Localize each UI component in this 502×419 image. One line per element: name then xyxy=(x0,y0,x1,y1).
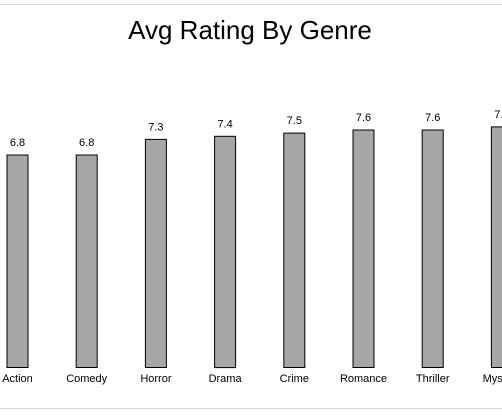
x-tick-label-romance: Romance xyxy=(340,373,387,385)
bars-group xyxy=(6,126,502,369)
x-tick-label-horror: Horror xyxy=(140,373,172,385)
bar-thriller xyxy=(421,129,444,368)
bar-comedy xyxy=(75,154,98,368)
data-label-comedy: 6.8 xyxy=(79,137,94,149)
x-tick-label-comedy: Comedy xyxy=(66,373,107,385)
x-tick-label-drama: Drama xyxy=(209,373,243,385)
chart-title: Avg Rating By Genre xyxy=(128,15,372,45)
data-label-thriller: 7.6 xyxy=(425,112,440,124)
bar-horror xyxy=(144,138,167,368)
x-tick-label-crime: Crime xyxy=(280,373,309,385)
data-label-drama: 7.4 xyxy=(217,118,232,130)
bar-mystery xyxy=(490,126,502,369)
data-label-horror: 7.3 xyxy=(148,121,163,133)
value-labels-group: 6.8 6.8 7.3 7.4 7.5 7.6 7.6 7.7 xyxy=(10,109,502,149)
bar-drama xyxy=(214,135,237,369)
data-label-mystery: 7.7 xyxy=(494,109,502,121)
data-label-romance: 7.6 xyxy=(356,112,371,124)
x-tick-label-mystery: Mystery xyxy=(483,373,502,385)
data-label-action: 6.8 xyxy=(10,137,25,149)
bar-crime xyxy=(283,132,306,368)
data-label-crime: 7.5 xyxy=(287,115,302,127)
x-tick-label-action: Action xyxy=(2,373,33,385)
x-tick-label-thriller: Thriller xyxy=(416,373,450,385)
bar-action xyxy=(6,154,29,368)
bar-romance xyxy=(352,129,375,368)
x-tick-labels-group: Action Comedy Horror Drama Crime Romance Thril… xyxy=(2,373,502,385)
